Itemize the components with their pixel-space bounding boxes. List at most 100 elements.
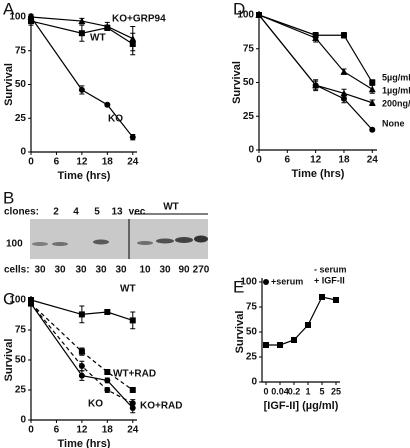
annotation: - serum — [314, 264, 347, 274]
series-line — [30, 16, 134, 40]
axes — [261, 278, 340, 383]
x-tick-label: 5 — [319, 386, 324, 396]
series-line — [30, 20, 134, 45]
clone-label: 5 — [94, 207, 100, 218]
y-tick-label: 25 — [15, 385, 27, 396]
point — [312, 34, 320, 41]
series-line — [30, 299, 133, 321]
point — [368, 99, 376, 106]
y-axis-title: Survival — [3, 339, 15, 382]
series-label: KO — [108, 114, 123, 125]
series-label: None — [382, 118, 405, 128]
point — [291, 337, 297, 343]
point — [104, 369, 111, 375]
series-label: KO+GRP94 — [112, 14, 166, 25]
y-tick-label: 50 — [15, 79, 27, 90]
point — [78, 30, 85, 37]
point — [333, 297, 339, 303]
series-label: KO — [88, 399, 103, 410]
y-tick-label: 0 — [20, 415, 26, 426]
point — [78, 311, 85, 318]
point — [78, 86, 85, 93]
x-tick-label: 0 — [263, 386, 268, 396]
y-tick-label: 0 — [20, 147, 26, 158]
x-tick-label: 0.2 — [288, 386, 301, 396]
point — [340, 68, 348, 75]
point — [28, 300, 34, 307]
y-axis-title: Survival — [234, 311, 246, 354]
x-tick-label: 12 — [310, 155, 322, 166]
x-tick-label: 18 — [102, 425, 114, 436]
point — [78, 363, 85, 369]
series-label: 5µg/ml — [382, 72, 410, 82]
y-tick-label: 25 — [246, 352, 258, 363]
size-marker: 100 — [6, 239, 23, 250]
series-label: WT — [120, 284, 136, 295]
series-line — [258, 14, 373, 131]
panel-label: C — [3, 289, 15, 308]
point — [78, 17, 86, 25]
y-tick-label: 100 — [237, 10, 254, 21]
annotation: + IGF-II — [314, 275, 345, 285]
point — [28, 297, 34, 303]
x-tick-label: 24 — [127, 157, 139, 168]
point — [256, 12, 262, 18]
point — [369, 79, 376, 86]
point — [129, 400, 136, 407]
point — [263, 342, 269, 348]
x-tick-label: 12 — [76, 425, 88, 436]
point — [78, 348, 85, 355]
point — [104, 309, 111, 315]
cells-value: 90 — [178, 265, 190, 276]
clone-label: 2 — [53, 207, 59, 218]
point — [104, 101, 111, 108]
x-tick-label: 6 — [285, 155, 291, 166]
cells-value: 270 — [193, 265, 210, 276]
x-axis-title: [IGF-II] (µg/ml) — [264, 400, 339, 412]
y-tick-label: 50 — [246, 327, 258, 338]
x-tick-label: 18 — [338, 155, 350, 166]
point — [129, 317, 136, 324]
point — [129, 134, 136, 141]
point — [104, 377, 111, 384]
series-label: WT — [90, 33, 106, 44]
panel-label: D — [233, 0, 245, 18]
point — [263, 279, 269, 285]
point — [104, 387, 111, 393]
series-label: WT+RAD — [113, 369, 156, 380]
y-tick-label: 100 — [9, 12, 26, 23]
point — [28, 18, 34, 25]
y-tick-label: 75 — [243, 43, 255, 54]
y-tick-label: 75 — [15, 45, 27, 56]
clone-label: 13 — [111, 207, 123, 218]
y-tick-label: 50 — [243, 77, 255, 88]
panel-label: B — [3, 188, 14, 207]
point — [340, 32, 347, 39]
x-tick-label: 18 — [102, 157, 114, 168]
point — [312, 82, 319, 89]
x-tick-label: 6 — [54, 157, 60, 168]
y-tick-label: 100 — [240, 277, 257, 288]
y-tick-label: 75 — [246, 302, 258, 313]
x-tick-label: 0 — [28, 425, 34, 436]
point — [369, 126, 376, 133]
y-tick-label: 100 — [9, 295, 26, 306]
cells-value: 30 — [95, 265, 107, 276]
y-tick-label: 0 — [251, 377, 257, 388]
y-tick-label: 50 — [15, 355, 27, 366]
cells-label: cells: — [4, 265, 30, 276]
point — [129, 41, 136, 47]
clone-label: vec — [129, 207, 146, 218]
x-tick-label: 24 — [127, 425, 139, 436]
x-tick-label: 24 — [367, 155, 379, 166]
series-line — [258, 14, 373, 83]
x-tick-label: 25 — [331, 386, 341, 396]
series-line — [30, 303, 134, 391]
cells-value: 10 — [139, 265, 151, 276]
clone-label: 4 — [73, 207, 79, 218]
cells-value: 30 — [159, 265, 171, 276]
y-tick-label: 0 — [248, 145, 254, 156]
clones-label: clones: — [4, 207, 39, 218]
panel-label: A — [3, 0, 15, 18]
